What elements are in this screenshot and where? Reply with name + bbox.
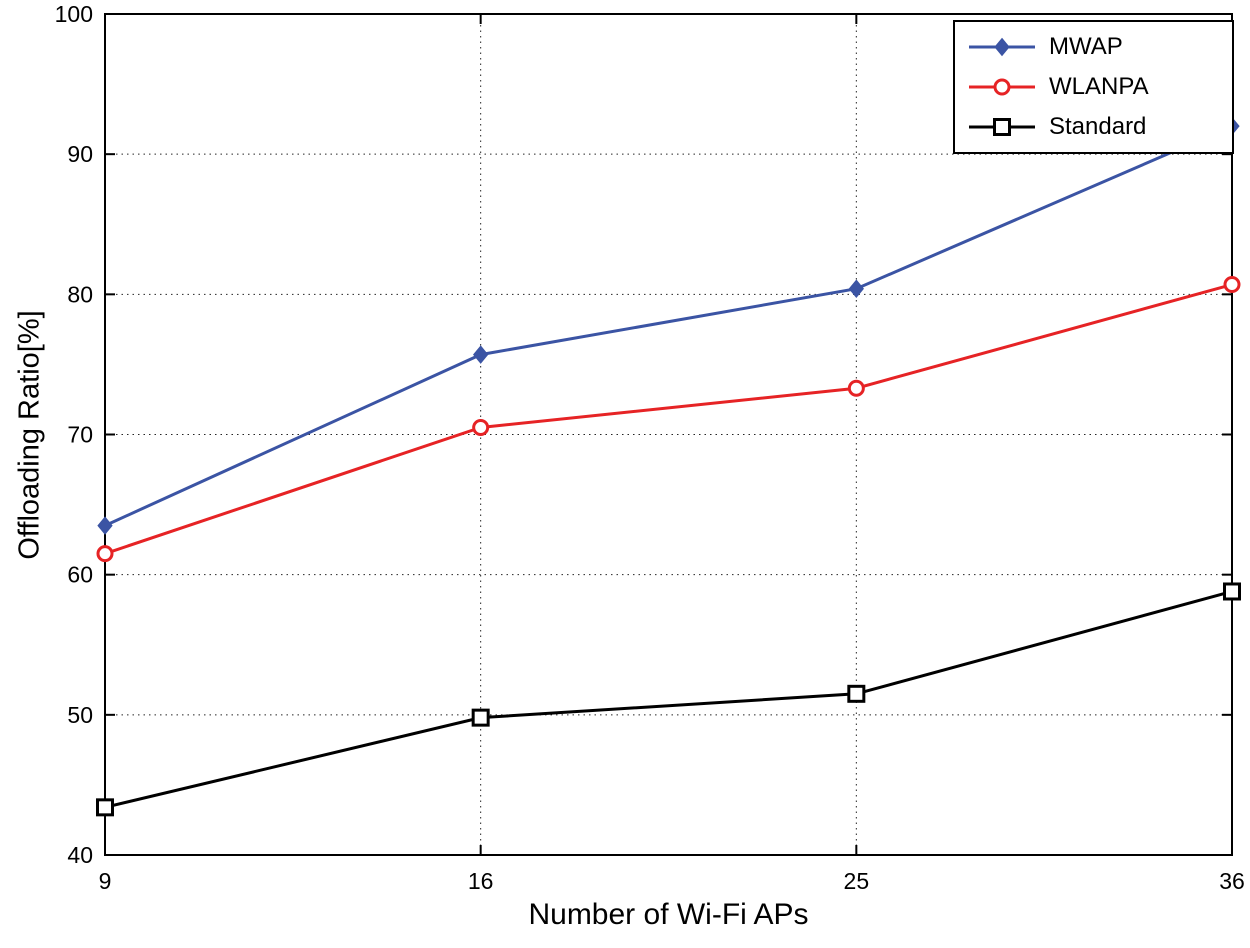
legend-entry-mwap: MWAP bbox=[965, 30, 1222, 64]
x-tick-label: 25 bbox=[844, 868, 870, 894]
x-tick-label: 36 bbox=[1219, 868, 1245, 894]
marker-square-icon bbox=[96, 798, 114, 817]
y-tick-label: 50 bbox=[67, 702, 93, 728]
y-tick-label: 100 bbox=[55, 1, 93, 27]
y-tick-label: 70 bbox=[67, 422, 93, 448]
legend-label: MWAP bbox=[1049, 33, 1123, 60]
x-tick-label: 9 bbox=[99, 868, 112, 894]
marker-diamond-icon bbox=[473, 345, 489, 364]
marker-diamond-icon bbox=[848, 279, 864, 299]
marker-circle-icon bbox=[472, 418, 490, 436]
marker-square-icon bbox=[993, 118, 1011, 136]
marker-square-icon bbox=[847, 684, 866, 703]
y-tick-label: 90 bbox=[67, 141, 93, 167]
marker-circle-icon bbox=[993, 78, 1011, 96]
legend-sample-line-icon bbox=[969, 78, 1035, 96]
legend-entry-wlanpa: WLANPA bbox=[965, 70, 1222, 104]
legend-label: WLANPA bbox=[1049, 73, 1149, 100]
marker-circle-icon bbox=[1223, 276, 1241, 294]
legend-label: Standard bbox=[1049, 113, 1147, 140]
series-line-standard bbox=[104, 590, 1233, 809]
marker-square-icon bbox=[471, 708, 490, 727]
series-line-wlanpa bbox=[104, 283, 1233, 556]
y-axis-label: Offloading Ratio[%] bbox=[13, 310, 46, 560]
marker-diamond-icon bbox=[97, 516, 113, 535]
marker-circle-icon bbox=[847, 379, 865, 397]
legend-sample-line-icon bbox=[969, 118, 1035, 136]
y-tick-label: 60 bbox=[67, 562, 93, 588]
legend-entry-standard: Standard bbox=[965, 110, 1222, 144]
marker-diamond-icon bbox=[994, 37, 1010, 57]
y-tick-label: 40 bbox=[67, 842, 93, 868]
series-line-mwap bbox=[104, 124, 1233, 527]
marker-square-icon bbox=[1223, 582, 1241, 601]
y-tick-label: 80 bbox=[67, 281, 93, 307]
legend: MWAP WLANPA Standard bbox=[953, 20, 1234, 154]
x-tick-label: 16 bbox=[468, 868, 494, 894]
legend-sample-line-icon bbox=[969, 37, 1035, 57]
marker-circle-icon bbox=[96, 545, 114, 563]
x-axis-label: Number of Wi-Fi APs bbox=[528, 898, 809, 931]
